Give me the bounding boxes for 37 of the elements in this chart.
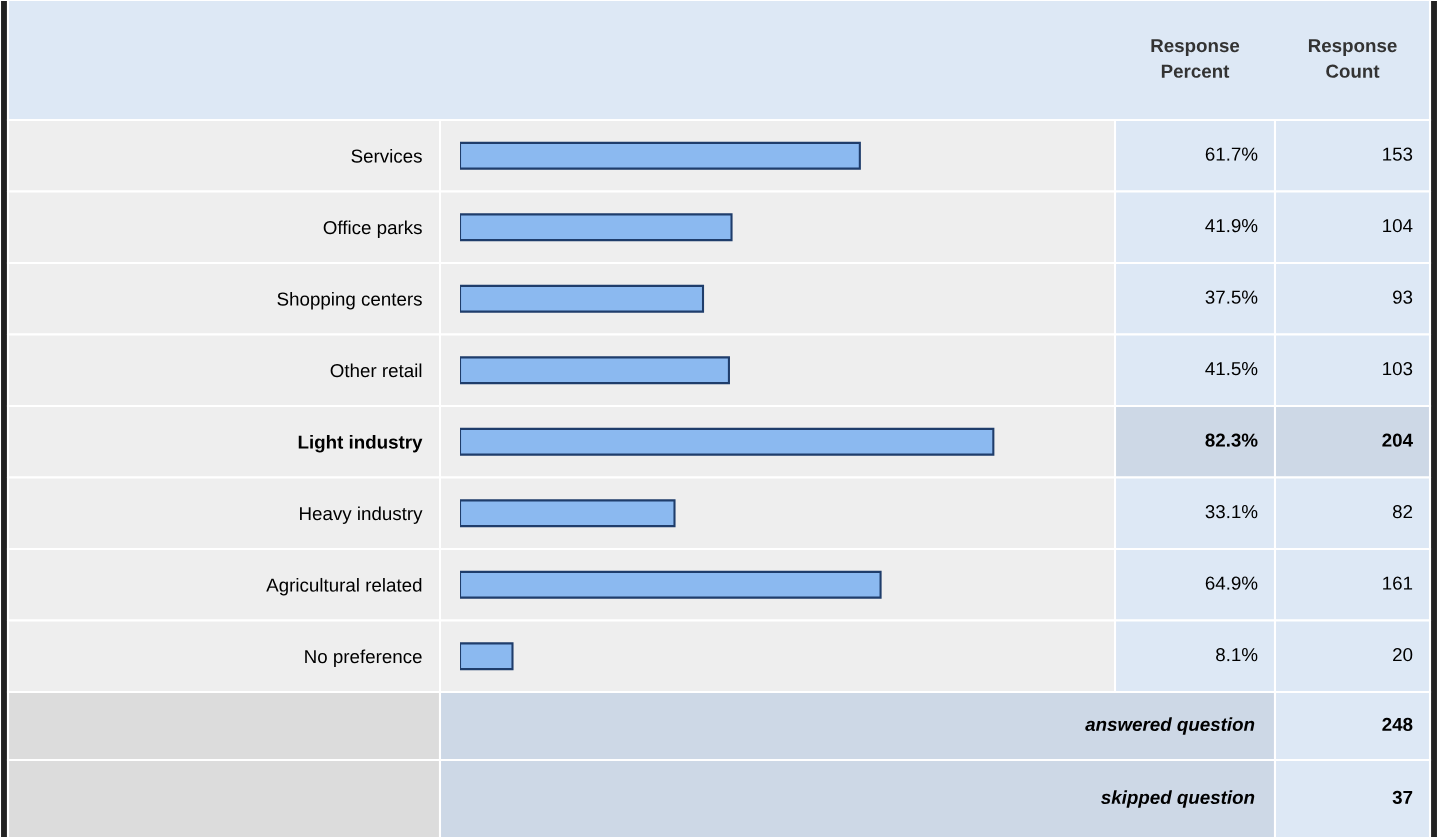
data-label: 37.5%	[1205, 290, 1258, 304]
text: answered question	[1085, 717, 1255, 735]
data-label: 41.5%	[1205, 362, 1258, 376]
bar	[460, 213, 733, 242]
text: 37	[1392, 790, 1413, 805]
bar	[460, 499, 676, 528]
text: 104	[1383, 219, 1413, 233]
text: Response Count	[1308, 39, 1397, 78]
text: 103	[1383, 362, 1413, 376]
y-tick-label: Office parks	[323, 220, 422, 238]
text: skipped question	[1101, 790, 1255, 808]
text: 248	[1382, 717, 1413, 732]
y-tick-label: Other retail	[330, 363, 422, 378]
bar	[460, 141, 861, 170]
text: 20	[1393, 648, 1413, 662]
text: 204	[1382, 433, 1413, 447]
data-label: 61.7%	[1205, 147, 1258, 161]
bar	[460, 642, 514, 671]
text: Response Percent	[1151, 39, 1240, 78]
data-label: 64.9%	[1205, 576, 1258, 590]
y-tick-label: Heavy industry	[300, 506, 423, 524]
text: 153	[1383, 147, 1413, 161]
y-tick-label: Services	[351, 148, 422, 163]
data-label: 82.3%	[1205, 433, 1258, 447]
text: 161	[1383, 576, 1413, 590]
bar	[460, 284, 705, 313]
text: 93	[1393, 290, 1413, 304]
y-tick-label: Agricultural related	[266, 577, 422, 596]
data-label: 8.1%	[1216, 648, 1258, 662]
y-tick-label: No preference	[305, 649, 422, 667]
bar	[460, 570, 882, 599]
y-tick-label: Shopping centers	[277, 291, 422, 310]
bar	[460, 356, 730, 385]
data-label: 33.1%	[1205, 505, 1258, 519]
text: 82	[1392, 505, 1413, 519]
y-tick-label: Light industry	[298, 434, 423, 453]
data-label: 41.9%	[1205, 219, 1258, 233]
